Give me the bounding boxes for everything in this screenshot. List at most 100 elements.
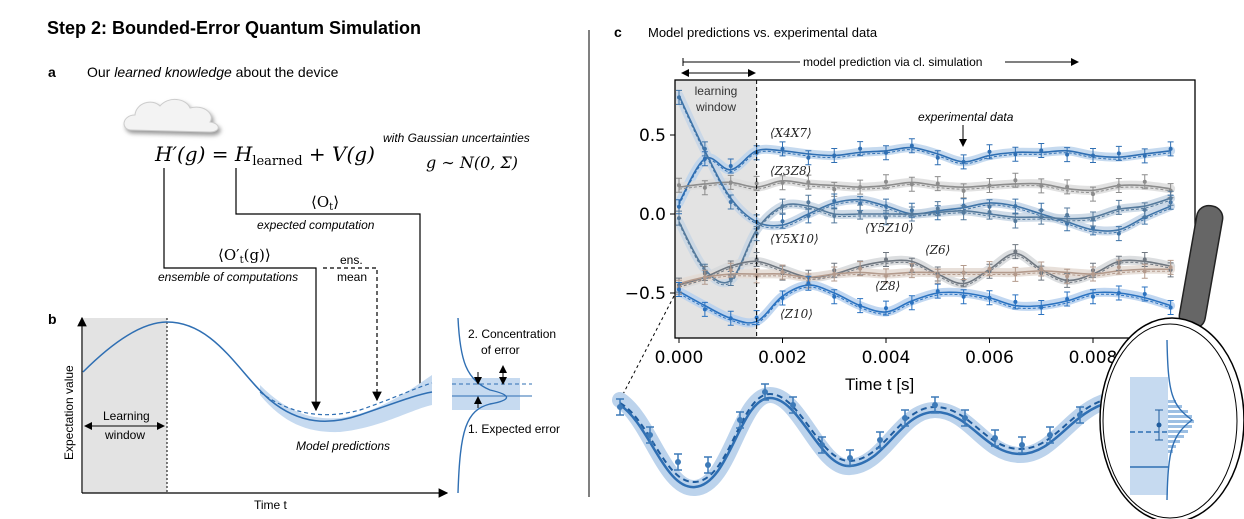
inset-data-point (737, 417, 743, 423)
inset-data-point (847, 455, 853, 461)
inset-data-point (762, 389, 768, 395)
data-point (754, 315, 759, 320)
inset-data-point (790, 402, 796, 408)
magnifier-icon (1099, 204, 1244, 519)
data-point (884, 150, 888, 155)
zoom-guide-line (619, 295, 675, 401)
data-point (1091, 225, 1095, 230)
data-point (677, 95, 681, 100)
data-point (1065, 274, 1070, 279)
inset-data-point (1047, 432, 1053, 438)
data-point (832, 199, 837, 204)
series-label: ⟨Y5Z10⟩ (865, 221, 914, 235)
data-point (1116, 205, 1121, 210)
experimental-data-label: experimental data (918, 110, 1014, 124)
data-point (1039, 266, 1044, 271)
series-label: ⟨Z6⟩ (925, 243, 950, 257)
panel-a-caption: Our learned knowledge about the device (87, 64, 339, 80)
ens-mean-label-2: mean (337, 270, 367, 284)
series-label: ⟨Z8⟩ (875, 279, 900, 293)
data-point (1039, 148, 1044, 153)
data-point (909, 182, 914, 187)
y-tick-label: 0.5 (639, 126, 666, 146)
data-point (987, 183, 992, 188)
y-tick-label: −0.5 (625, 284, 666, 304)
data-point (884, 257, 888, 262)
series-line (678, 268, 1171, 285)
uncertainty-equation: g ∼ N(0, Σ) (426, 153, 518, 172)
series-line (678, 146, 1171, 204)
concentration-label-2: of error (481, 343, 520, 357)
data-point (909, 268, 914, 273)
inset-data-point (617, 404, 623, 410)
data-point (858, 303, 863, 308)
data-point (1142, 179, 1147, 184)
series-label: ⟨Z3Z8⟩ (770, 164, 811, 178)
inset-data-point (932, 402, 938, 408)
series-mean-line (678, 270, 1171, 287)
data-point (728, 199, 733, 204)
inset-data-point (647, 432, 653, 438)
data-point (806, 281, 811, 286)
learning-window-label-c-1: learning (695, 84, 738, 98)
data-point (780, 296, 785, 301)
data-point (1013, 218, 1018, 223)
computation-lines (163, 168, 425, 412)
data-point (1013, 178, 1018, 183)
data-point (935, 155, 940, 160)
uncertainty-band (260, 375, 432, 433)
data-point (1168, 146, 1173, 151)
data-point (1116, 265, 1121, 270)
learning-window-region (83, 318, 167, 493)
data-point (1168, 196, 1173, 201)
series-label: ⟨Y5X10⟩ (770, 232, 819, 246)
data-point (780, 270, 785, 275)
data-point (1142, 257, 1147, 262)
data-point (961, 210, 966, 215)
data-point (1168, 265, 1173, 270)
data-point (1039, 183, 1044, 188)
series-line (678, 179, 1171, 192)
data-point (754, 231, 759, 236)
data-point (961, 294, 966, 299)
panel-c-letter: c (614, 24, 622, 40)
inset-data-point (819, 442, 825, 448)
data-point (677, 287, 681, 292)
model-predictions-label: Model predictions (296, 439, 390, 453)
y-tick-label: 0.0 (639, 205, 666, 225)
inset-data-point (675, 459, 681, 465)
data-point (806, 180, 811, 185)
x-axis-label-c: Time t [s] (845, 375, 914, 394)
data-point (935, 206, 940, 211)
data-point (1116, 151, 1121, 156)
data-point (1168, 305, 1173, 310)
inset-data-point (705, 462, 711, 468)
data-point (884, 306, 888, 311)
data-point (884, 204, 888, 209)
hamiltonian-equation: H′(g) = Hlearned + V(g) (154, 142, 375, 169)
data-point (987, 149, 992, 154)
data-point (754, 257, 759, 262)
uncertainty-label: with Gaussian uncertainties (383, 131, 530, 145)
x-axis-label: Time t (254, 498, 288, 512)
data-point (702, 146, 707, 151)
figure-title: Step 2: Bounded-Error Quantum Simulation (47, 18, 421, 38)
inset-data-point (1077, 412, 1083, 418)
series-label: ⟨X4X7⟩ (770, 126, 812, 140)
data-point (987, 266, 992, 271)
series-line (678, 284, 1171, 324)
series-mean-line (678, 149, 1171, 206)
data-point (1091, 294, 1095, 299)
inset-data-point (962, 415, 968, 421)
data-point (858, 266, 863, 271)
data-point (1013, 272, 1018, 277)
expected-observable: ⟨Ot⟩ (311, 193, 339, 213)
data-point (1142, 269, 1147, 274)
data-point (728, 180, 733, 185)
data-point (1091, 272, 1095, 277)
inset-data-point (877, 437, 883, 443)
error-distribution-inset (452, 317, 532, 494)
data-point (961, 188, 966, 193)
data-point (1013, 249, 1018, 254)
data-point (884, 273, 888, 278)
